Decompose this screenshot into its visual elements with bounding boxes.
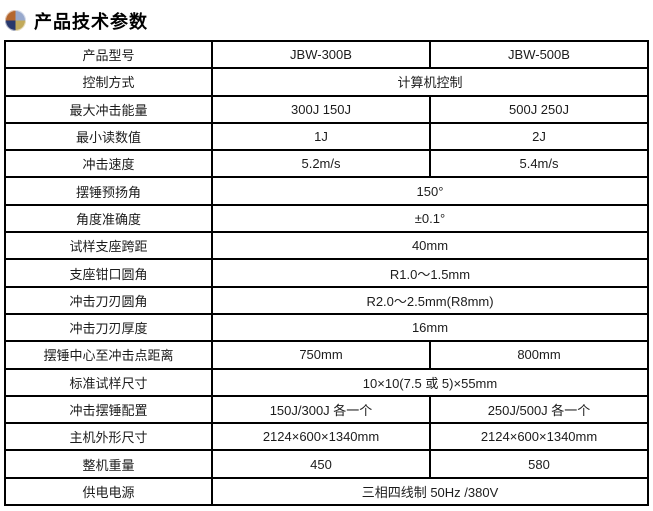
param-value: 150° [211,176,649,206]
page-header: 产品技术参数 [0,0,653,34]
table-row: 标准试样尺寸 10×10(7.5 或 5)×55mm [4,367,649,397]
table-row: 整机重量 450 580 [4,449,649,479]
param-value: 580 [429,449,649,479]
param-label: 冲击刀刃圆角 [4,285,213,315]
param-value: 40mm [211,231,649,261]
table-row: 角度准确度 ±0.1° [4,203,649,234]
pie-chart-icon [5,10,26,31]
param-value: 750mm [211,340,431,370]
param-value: 450 [211,449,431,479]
table-row: 支座钳口圆角 R1.0～1.5mm [4,258,649,288]
table-row: 摆锤预扬角 150° [4,176,649,206]
param-label: 冲击刀刃厚度 [4,312,213,343]
param-label: 产品型号 [4,39,213,70]
param-value: 10×10(7.5 或 5)×55mm [211,367,649,397]
param-value: 5.2m/s [211,149,431,179]
table-row: 主机外形尺寸 2124×600×1340mm 2124×600×1340mm [4,422,649,452]
param-label: 控制方式 [4,67,213,97]
table-row: 冲击刀刃圆角 R2.0～2.5mm(R8mm) [4,285,649,315]
param-value: R2.0～2.5mm(R8mm) [211,285,649,315]
param-label: 冲击速度 [4,149,213,179]
param-label: 摆锤中心至冲击点距离 [4,340,213,370]
page-title: 产品技术参数 [34,11,148,32]
param-value: 16mm [211,312,649,343]
param-value: 2124×600×1340mm [429,422,649,452]
param-value: 1J [211,121,431,152]
spec-table-body: 产品型号 JBW-300B JBW-500B 控制方式 计算机控制 最大冲击能量 300J … [4,39,649,507]
param-value: 150J/300J 各一个 [211,394,431,425]
param-value: 三相四线制 50Hz /380V [211,476,649,507]
param-value: 2124×600×1340mm [211,422,431,452]
param-value: JBW-300B [211,39,431,70]
param-label: 角度准确度 [4,203,213,234]
table-row: 产品型号 JBW-300B JBW-500B [4,39,649,70]
param-value: JBW-500B [429,39,649,70]
param-label: 标准试样尺寸 [4,367,213,397]
param-label: 最小读数值 [4,121,213,152]
param-label: 整机重量 [4,449,213,479]
table-row: 冲击摆锤配置 150J/300J 各一个 250J/500J 各一个 [4,394,649,425]
param-value: 800mm [429,340,649,370]
table-row: 控制方式 计算机控制 [4,67,649,97]
spec-table: 产品型号 JBW-300B JBW-500B 控制方式 计算机控制 最大冲击能量 300J … [4,39,649,507]
table-row: 试样支座跨距 40mm [4,231,649,261]
param-value: 计算机控制 [211,67,649,97]
param-label: 最大冲击能量 [4,94,213,124]
table-row: 供电电源 三相四线制 50Hz /380V [4,476,649,507]
table-row: 冲击速度 5.2m/s 5.4m/s [4,149,649,179]
param-label: 供电电源 [4,476,213,507]
param-value: ±0.1° [211,203,649,234]
param-value: 500J 250J [429,94,649,124]
param-value: 2J [429,121,649,152]
param-value: 250J/500J 各一个 [429,394,649,425]
param-value: 5.4m/s [429,149,649,179]
table-row: 摆锤中心至冲击点距离 750mm 800mm [4,340,649,370]
param-label: 试样支座跨距 [4,231,213,261]
param-value: R1.0～1.5mm [211,258,649,288]
table-row: 最大冲击能量 300J 150J 500J 250J [4,94,649,124]
table-row: 冲击刀刃厚度 16mm [4,312,649,343]
table-row: 最小读数值 1J 2J [4,121,649,152]
param-value: 300J 150J [211,94,431,124]
param-label: 摆锤预扬角 [4,176,213,206]
param-label: 支座钳口圆角 [4,258,213,288]
param-label: 冲击摆锤配置 [4,394,213,425]
param-label: 主机外形尺寸 [4,422,213,452]
